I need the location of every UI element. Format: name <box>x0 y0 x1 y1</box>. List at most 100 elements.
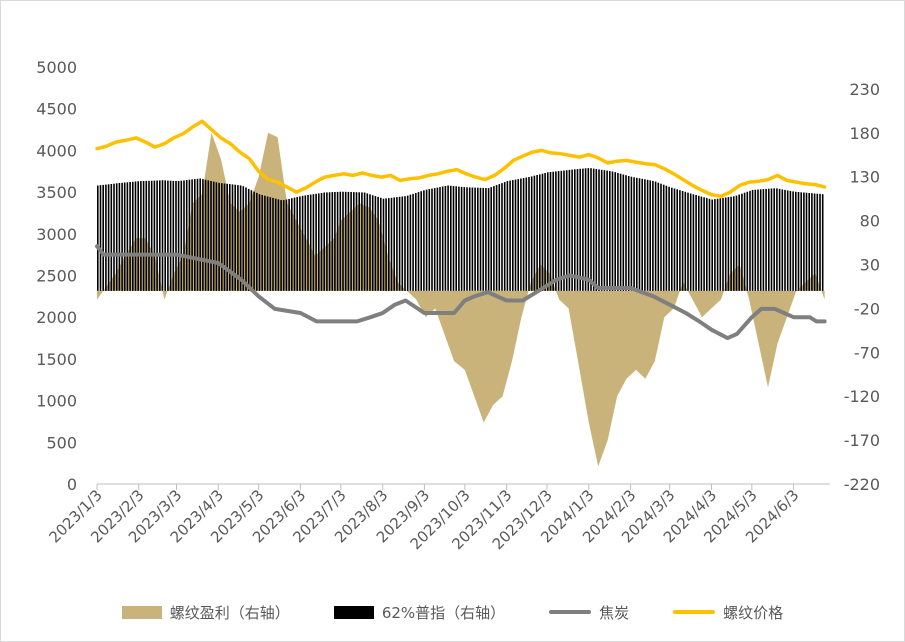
ore-index-bar <box>444 186 447 291</box>
ore-index-bar <box>288 198 290 291</box>
ore-index-bar <box>274 198 277 291</box>
ore-index-bar <box>361 192 363 291</box>
ore-index-bar <box>393 197 395 291</box>
ore-index-bar <box>150 180 153 291</box>
ore-index-bar <box>506 181 509 291</box>
legend-label-rebar: 螺纹价格 <box>723 603 784 622</box>
ore-index-bar <box>676 189 678 291</box>
ore-index-bar <box>563 170 565 291</box>
ore-index-bar <box>309 194 312 291</box>
ore-index-bar <box>307 195 309 291</box>
ore-index-bar <box>714 199 716 291</box>
ore-index-bar <box>431 188 433 291</box>
ore-index-bar <box>687 192 689 291</box>
rebar-line-layer <box>95 119 827 199</box>
ore-index-bar <box>646 179 649 291</box>
y-left-tick-label: 1500 <box>36 350 77 369</box>
ore-index-bar <box>355 192 358 291</box>
ore-index-bar <box>282 200 285 291</box>
ore-index-bar <box>711 199 713 291</box>
ore-index-bar <box>169 180 172 291</box>
ore-index-bar <box>557 171 560 291</box>
ore-index-bar <box>768 188 770 291</box>
ore-index-bar <box>657 182 660 291</box>
ore-index-bar <box>681 191 684 291</box>
ore-index-bar <box>609 171 611 291</box>
ore-index-bar <box>315 193 317 291</box>
ore-index-bar <box>466 187 468 291</box>
ore-index-bar <box>406 195 409 291</box>
legend-swatch-profit <box>121 605 162 619</box>
y-right-tick-label: 130 <box>849 168 880 187</box>
ore-index-bar <box>627 176 630 291</box>
ore-index-bar <box>212 181 215 291</box>
ore-index-bar <box>574 169 576 291</box>
ore-index-bar <box>223 183 226 291</box>
ore-index-bar <box>579 168 581 291</box>
ore-index-bar <box>568 169 571 291</box>
ore-index-bar <box>641 178 643 291</box>
ore-index-bar <box>97 185 99 291</box>
ore-index-bar <box>369 194 371 291</box>
ore-index-bar <box>498 184 501 291</box>
ore-index-bar <box>671 187 673 291</box>
ore-index-bar <box>512 180 514 291</box>
ore-index-bar <box>398 196 401 291</box>
ore-index-bar <box>363 192 366 291</box>
ore-index-bar <box>191 179 193 291</box>
ore-index-bar <box>153 180 156 291</box>
ore-index-bar <box>668 186 670 291</box>
ore-index-bar <box>185 180 188 291</box>
ore-index-bar <box>622 174 625 291</box>
y-right-tick-label: -70 <box>854 343 880 362</box>
ore-index-bar <box>770 188 773 291</box>
ore-index-bar <box>129 182 131 291</box>
ore-index-bar <box>218 182 220 291</box>
ore-index-bar <box>773 188 775 291</box>
ore-index-bar <box>177 181 180 291</box>
ore-index-bar <box>371 195 374 291</box>
y-right-tick-label: -170 <box>844 431 880 450</box>
ore-index-bar <box>388 198 390 291</box>
y-right-tick-label: -220 <box>844 475 880 494</box>
ore-index-bar <box>816 193 819 291</box>
ore-index-bar <box>606 170 608 291</box>
ore-index-bar <box>617 173 619 291</box>
ore-index-bar <box>207 180 210 291</box>
ore-index-bar <box>501 183 503 291</box>
ore-index-bar <box>582 168 584 291</box>
ore-index-bar <box>520 178 522 291</box>
ore-index-bar <box>460 186 463 291</box>
y-right-tick-label: 30 <box>860 256 880 275</box>
ore-index-bar <box>256 192 258 291</box>
y-left-tick-label: 2000 <box>36 308 77 327</box>
ore-index-bar <box>477 187 479 291</box>
ore-index-bar <box>808 193 810 291</box>
ore-index-bar <box>215 182 218 291</box>
ore-index-bar <box>326 192 328 291</box>
ore-index-bar <box>485 188 487 291</box>
ore-index-bar <box>204 179 207 291</box>
ore-index-bar <box>239 185 242 291</box>
ore-index-bar <box>167 180 169 291</box>
legend-swatch-rebar <box>673 610 716 614</box>
ore-index-bar <box>654 181 657 291</box>
ore-index-bar <box>662 184 665 291</box>
ore-index-bar <box>706 198 708 291</box>
ore-index-bar <box>301 195 304 291</box>
ore-index-bar <box>625 175 627 291</box>
ore-index-bar <box>733 196 735 291</box>
ore-index-bar <box>266 196 269 291</box>
y-left-tick-label: 3000 <box>36 225 77 244</box>
ore-index-bar <box>463 187 466 291</box>
ore-index-bar <box>415 193 417 291</box>
ore-index-bar <box>584 168 587 291</box>
ore-index-bar <box>202 179 204 291</box>
ore-index-bar <box>587 168 590 291</box>
coke-line-layer <box>95 244 827 341</box>
ore-index-bar <box>417 192 420 291</box>
ore-index-bar <box>105 184 107 291</box>
ore-index-bar <box>409 194 412 291</box>
ore-index-bar <box>549 172 552 291</box>
